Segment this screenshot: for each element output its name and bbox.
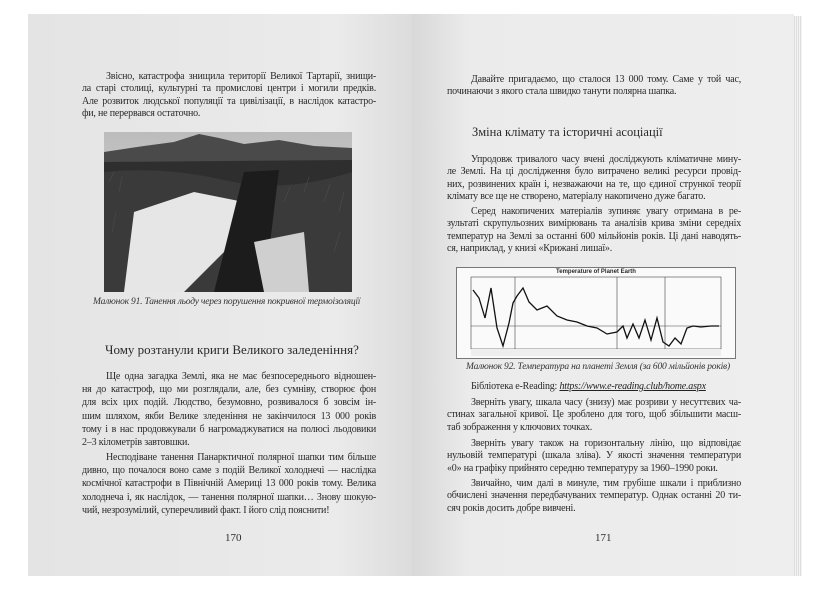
text-line: холоднеча і, як наслідок, — танення поля…	[82, 491, 376, 503]
text-line: Серед накопичених матеріалів зупиняє ува…	[471, 206, 741, 217]
text-line: них, розвинених країн і, незважаючи на т…	[447, 178, 741, 190]
text-line: починаючи з якого стала швидко танути по…	[447, 86, 677, 98]
text-line: Зверніть увагу, шкала часу (знизу) має р…	[471, 397, 741, 408]
left-paragraph-2: Несподіване танення Панарктичної полярно…	[82, 451, 376, 517]
text-line: обчислені значення передбачуваних темпер…	[447, 490, 741, 502]
text-line: Але розвиток людської популяції та цивіл…	[82, 95, 376, 107]
right-intro-paragraph: Давайте пригадаємо, що сталося 13 000 то…	[447, 74, 741, 99]
page-number-right: 171	[595, 532, 612, 544]
text-line: ня до катастроф, що ми розглядали, але, …	[82, 384, 376, 396]
text-line: Звичайно, чим далі в минуле, тим грубіше…	[471, 478, 741, 489]
page-number-left: 170	[225, 532, 242, 544]
library-line: Бібліотека e-Reading: https://www.e-read…	[471, 381, 741, 393]
left-paragraph-1: Ще одна загадка Землі, яка не має безпос…	[82, 370, 376, 449]
text-line: ся, наприклад, у книзі «Крижані лишаї».	[447, 243, 613, 255]
right-paragraph-4: Зверніть увагу також на горизонтальну лі…	[447, 438, 741, 475]
text-line: 2–3 кілометрів завтовшки.	[82, 437, 190, 449]
text-line: тому і в нас продовжували б нагромаджува…	[82, 423, 376, 435]
text-line: температур на Землі за останні 600 мільй…	[447, 230, 741, 242]
text-line: клімату все ще не створено, матеріалу на…	[447, 191, 706, 203]
text-line: Несподіване танення Панарктичної полярно…	[106, 452, 376, 463]
page-edges	[794, 16, 802, 576]
text-line: чий, незрозумілий, суперечливий факт. І …	[82, 504, 330, 516]
library-link[interactable]: https://www.e-reading.club/home.aspx	[559, 381, 706, 392]
left-section-heading: Чому розтанули криги Великого заледенінн…	[105, 342, 359, 357]
text-line: Давайте пригадаємо, що сталося 13 000 то…	[471, 74, 741, 85]
left-page	[28, 14, 412, 576]
right-paragraph-3: Зверніть увагу, шкала часу (знизу) має р…	[447, 397, 741, 434]
chart-title: Temperature of Planet Earth	[556, 269, 636, 275]
left-intro-paragraph: Звісно, катастрофа знищила території Вел…	[82, 71, 376, 121]
text-line: космічної катастрофи в Північній Америці…	[82, 478, 376, 490]
text-line: нульовій температурі (шкала зліва). У як…	[447, 450, 741, 462]
text-line: дивно, що почалося воно саме з подій Вел…	[82, 465, 376, 477]
right-paragraph-1: Упродовж тривалого часу вчені досліджуют…	[447, 154, 741, 204]
text-line: Ще одна загадка Землі, яка не має безпос…	[106, 371, 376, 382]
figure-91-caption: Малюнок 91. Танення льоду через порушенн…	[93, 297, 361, 307]
right-paragraph-5: Звичайно, чим далі в минуле, тим грубіше…	[447, 478, 741, 515]
figure-92-caption: Малюнок 92. Температура на планеті Земля…	[466, 362, 730, 372]
text-line: ле Землі. На ці дослідження було витраче…	[447, 166, 741, 178]
figure-92-temperature-chart: Temperature of Planet Earth	[456, 267, 736, 359]
library-label: Бібліотека e-Reading:	[471, 381, 560, 392]
text-line: Звісно, катастрофа знищила території Вел…	[106, 71, 376, 82]
text-line: фи, не перервався остаточно.	[82, 108, 201, 120]
text-line: ла старі столиці, культурні та промислов…	[82, 83, 376, 95]
text-line: сяч років досить добре вивчені.	[447, 502, 576, 514]
text-line: стинах загальної кривої. Це зроблено для…	[447, 409, 741, 421]
text-line: Зверніть увагу також на горизонтальну лі…	[471, 438, 741, 449]
figure-91-photo	[104, 132, 352, 292]
right-section-heading: Зміна клімату та історичні асоціації	[472, 125, 663, 139]
text-line: Упродовж тривалого часу вчені досліджуют…	[471, 154, 741, 165]
text-line: для всіх цих подій. Людство, безумовно, …	[82, 397, 376, 409]
text-line: таб зображення у ключових точках.	[447, 421, 593, 433]
text-line: зультаті скрупульозних вимірювань та ана…	[447, 218, 741, 230]
right-paragraph-2: Серед накопичених матеріалів зупиняє ува…	[447, 206, 741, 256]
text-line: шим шляхом, якби Велике зледеніння не за…	[82, 410, 376, 422]
text-line: «0» на графіку прийнято середню температ…	[447, 462, 718, 474]
